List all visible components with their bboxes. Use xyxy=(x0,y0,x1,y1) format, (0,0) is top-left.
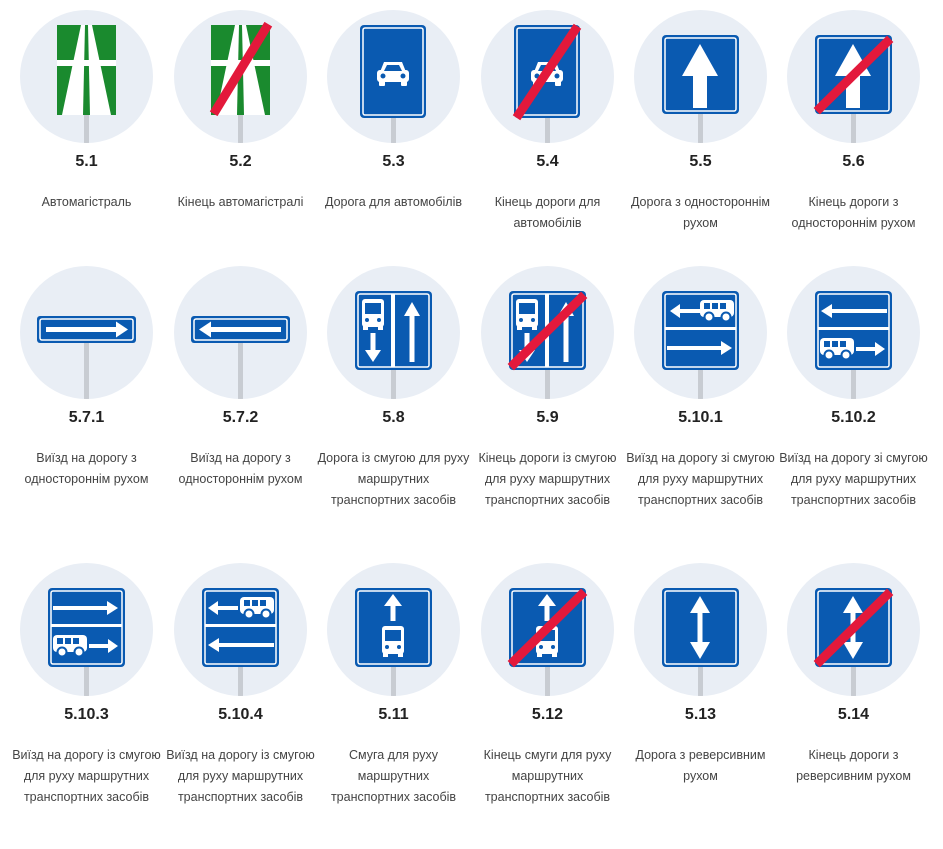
sign-image xyxy=(174,563,307,696)
sign-code: 5.7.1 xyxy=(68,409,105,426)
sign-name: Кінець дороги з одностороннім рухом xyxy=(791,195,916,230)
sign-code: 5.5 xyxy=(689,153,712,170)
sign-image xyxy=(20,266,153,399)
sign-code: 5.10.1 xyxy=(678,409,723,426)
sign-image xyxy=(327,10,460,143)
sign-image xyxy=(787,563,920,696)
sign-code: 5.11 xyxy=(378,706,409,723)
sign-name: Кінець смуги для руху маршрутних транспо… xyxy=(483,748,612,804)
sign-image xyxy=(481,10,614,143)
sign-code: 5.10.4 xyxy=(218,706,263,723)
sign-name: Дорога для автомобілів xyxy=(324,195,463,209)
sign-image xyxy=(481,563,614,696)
sign-image xyxy=(634,563,767,696)
sign-code: 5.2 xyxy=(229,153,252,170)
sign-code: 5.14 xyxy=(837,706,870,723)
sign-name: Виїзд на дорогу із смугою для руху маршр… xyxy=(166,748,315,804)
sign-code: 5.9 xyxy=(536,409,559,426)
sign-code: 5.7.2 xyxy=(222,409,259,426)
sign-image xyxy=(327,266,460,399)
sign-name: Кінець дороги із смугою для руху маршрут… xyxy=(478,451,617,507)
sign-image xyxy=(634,10,767,143)
sign-image xyxy=(787,10,920,143)
sign-code: 5.10.3 xyxy=(64,706,109,723)
sign-name: Виїзд на дорогу зі смугою для руху маршр… xyxy=(779,451,928,507)
sign-image xyxy=(327,563,460,696)
sign-code: 5.13 xyxy=(684,706,717,723)
sign-name: Дорога з одностороннім рухом xyxy=(630,195,771,230)
sign-name: Виїзд на дорогу зі смугою для руху маршр… xyxy=(626,451,775,507)
sign-name: Виїзд на дорогу з одностороннім рухом xyxy=(178,451,303,486)
sign-code: 5.8 xyxy=(382,409,405,426)
sign-image xyxy=(174,266,307,399)
sign-image xyxy=(787,266,920,399)
sign-image xyxy=(634,266,767,399)
sign-name: Смуга для руху маршрутних транспортних з… xyxy=(330,748,457,804)
sign-code: 5.10.2 xyxy=(831,409,876,426)
sign-name: Дорога із смугою для руху маршрутних тра… xyxy=(317,451,470,507)
sign-image xyxy=(20,563,153,696)
sign-code: 5.3 xyxy=(382,153,405,170)
sign-image xyxy=(481,266,614,399)
sign-name: Кінець дороги з реверсивним рухом xyxy=(796,748,911,783)
sign-image xyxy=(20,10,153,143)
sign-name: Кінець дороги для автомобілів xyxy=(494,195,601,230)
sign-name: Виїзд на дорогу з одностороннім рухом xyxy=(24,451,149,486)
sign-name: Автомагістраль xyxy=(41,195,132,209)
sign-name: Кінець автомагістралі xyxy=(177,195,304,209)
sign-code: 5.12 xyxy=(531,706,564,723)
sign-image xyxy=(174,10,307,143)
sign-code: 5.1 xyxy=(75,153,98,170)
sign-name: Дорога з реверсивним рухом xyxy=(635,748,766,783)
sign-name: Виїзд на дорогу із смугою для руху маршр… xyxy=(12,748,161,804)
sign-code: 5.4 xyxy=(536,153,559,170)
sign-code: 5.6 xyxy=(842,153,865,170)
